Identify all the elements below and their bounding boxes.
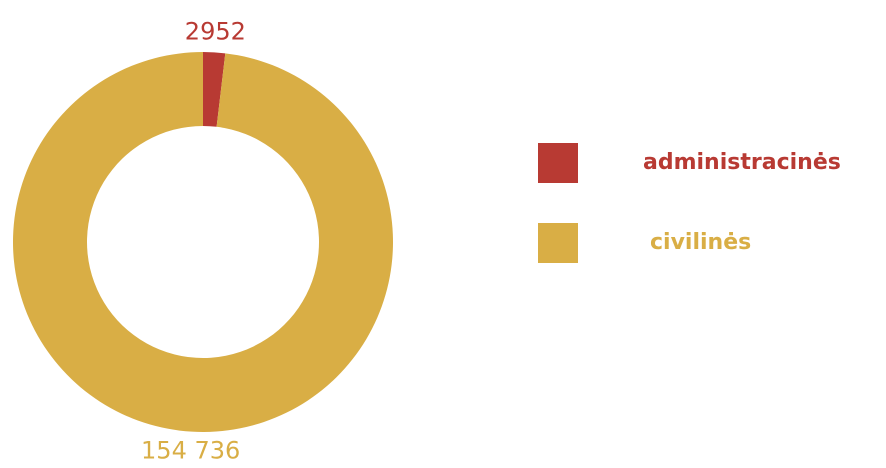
legend-swatch bbox=[538, 143, 578, 183]
legend-text: civilinės bbox=[650, 230, 751, 255]
value-label: 154 736 bbox=[141, 437, 240, 465]
donut-slice bbox=[13, 52, 394, 433]
legend-text: administracinės bbox=[643, 150, 841, 175]
legend-swatch bbox=[538, 223, 578, 263]
value-label: 2952 bbox=[185, 17, 246, 45]
donut-slice bbox=[203, 52, 226, 127]
